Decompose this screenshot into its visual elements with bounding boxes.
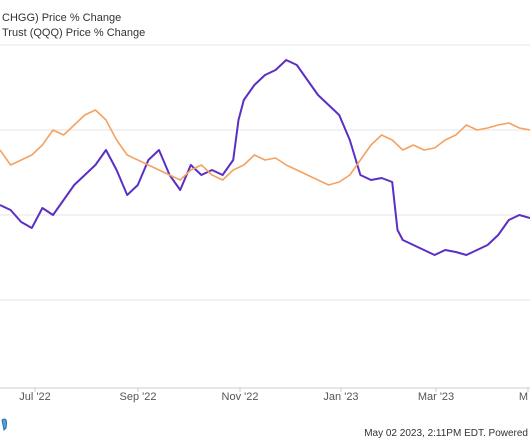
- x-tick-label-2: Nov '22: [222, 391, 259, 403]
- x-axis: Jul '22 Sep '22 Nov '22 Jan '23 Mar '23 M: [19, 388, 529, 403]
- x-tick-label-1: Sep '22: [120, 391, 157, 403]
- x-tick-label-0: Jul '22: [19, 391, 50, 403]
- x-tick-label-4: Mar '23: [418, 391, 454, 403]
- chart-gridlines: [0, 44, 530, 389]
- chart-legend: CHGG) Price % Change Trust (QQQ) Price % …: [2, 12, 145, 39]
- x-tick-label-5: M: [519, 391, 528, 403]
- legend-label-0: CHGG) Price % Change: [2, 12, 121, 24]
- brand-logo: [1, 418, 7, 432]
- series-line-1: [0, 109, 530, 186]
- chart-footer: May 02 2023, 2:11PM EDT. Powered: [364, 428, 528, 439]
- logo-icon: [1, 418, 7, 432]
- chart-series-lines: [0, 59, 530, 256]
- x-tick-label-3: Jan '23: [323, 391, 358, 403]
- series-line-0: [0, 59, 530, 256]
- legend-label-1: Trust (QQQ) Price % Change: [2, 27, 145, 39]
- footer-timestamp: May 02 2023, 2:11PM EDT. Powered: [364, 428, 528, 439]
